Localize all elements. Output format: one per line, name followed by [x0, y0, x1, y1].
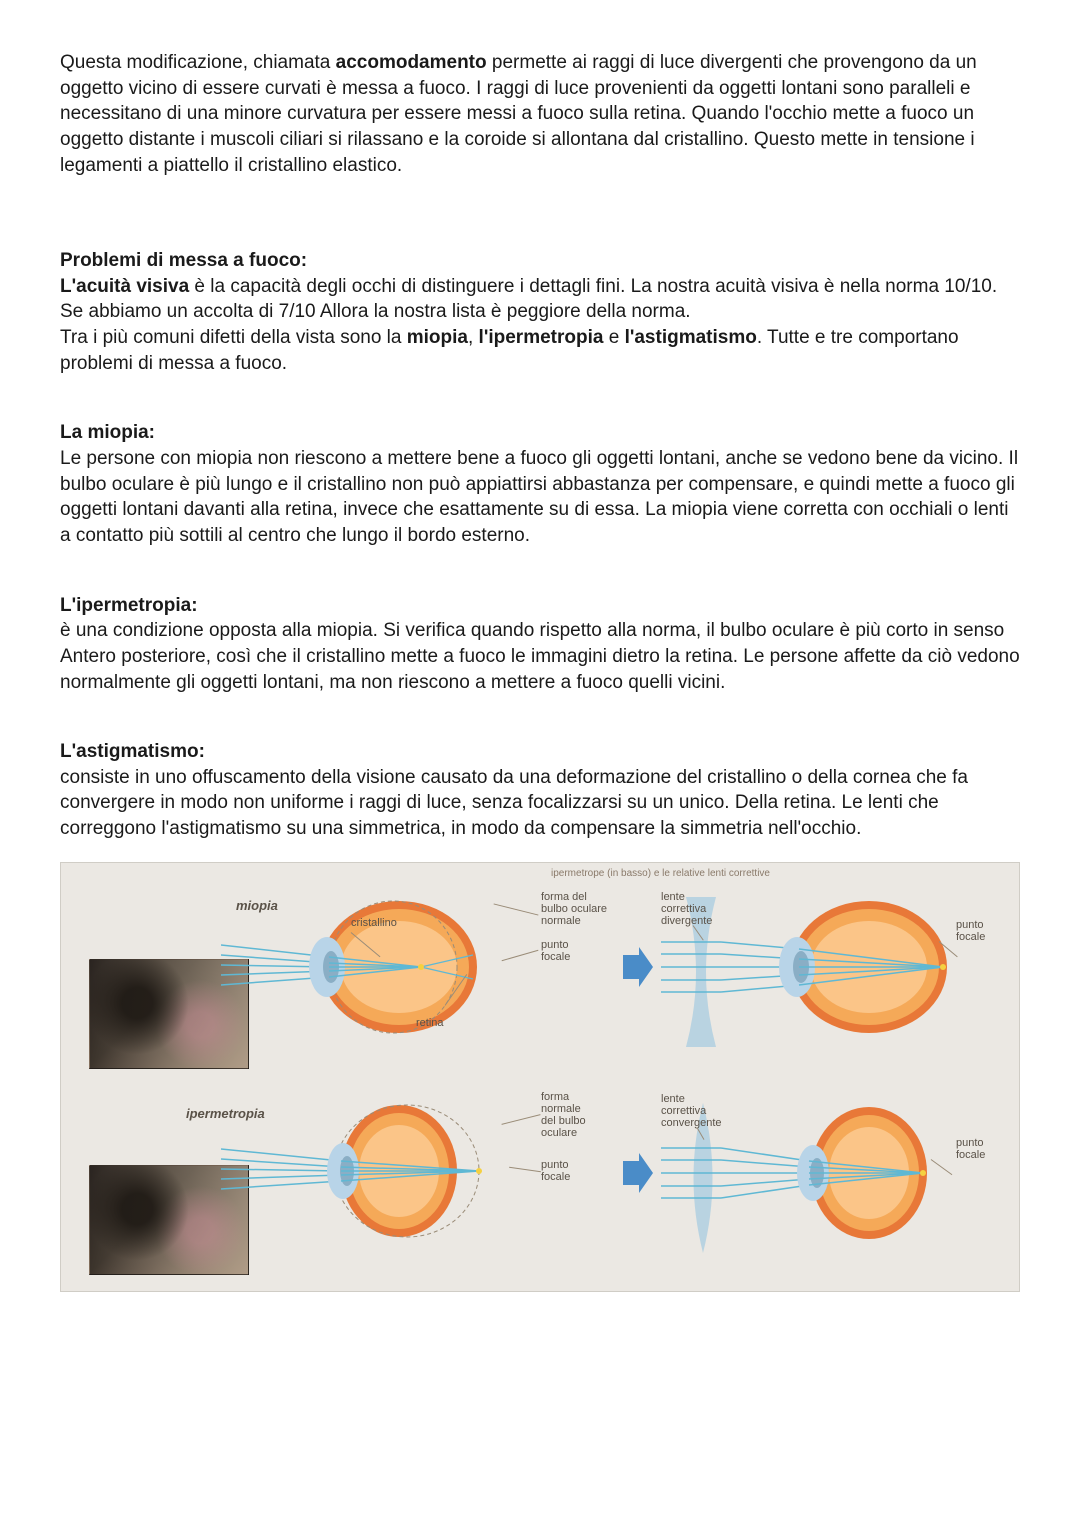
problemi-title: Problemi di messa a fuoco:	[60, 248, 1020, 274]
anno-forma-normale-2: forma normale del bulbo oculare	[541, 1091, 586, 1139]
anno-forma-normale-1: forma del bulbo oculare normale	[541, 891, 607, 927]
intro-paragraph: Questa modificazione, chiamata accomodam…	[60, 50, 1020, 178]
anno-retina: retina	[416, 1017, 444, 1029]
problemi-p2: Tra i più comuni difetti della vista son…	[60, 325, 1020, 376]
anno-punto-focale-4: punto focale	[956, 1137, 985, 1161]
eye-ipermetropia-corrected	[796, 1101, 951, 1246]
anno-punto-focale-3: punto focale	[541, 1159, 570, 1183]
astigmatismo-text: consiste in uno offuscamento della visio…	[60, 765, 1020, 842]
ipermetropia-title: L'ipermetropia:	[60, 593, 1020, 619]
section-miopia: La miopia: Le persone con miopia non rie…	[60, 420, 1020, 548]
anno-punto-focale-1: punto focale	[541, 939, 570, 963]
eye-ipermetropia-uncorrected	[331, 1101, 486, 1246]
arrow-2	[621, 1153, 651, 1193]
acuita-bold: L'acuità visiva	[60, 276, 189, 297]
astigmatismo-title: L'astigmatismo:	[60, 739, 1020, 765]
problemi-p1: L'acuità visiva è la capacità degli occh…	[60, 274, 1020, 325]
anno-punto-focale-2: punto focale	[956, 919, 985, 943]
eye-diagram: ipermetrope (in basso) e le relative len…	[60, 862, 1020, 1292]
miopia-text: Le persone con miopia non riescono a met…	[60, 446, 1020, 549]
section-ipermetropia: L'ipermetropia: è una condizione opposta…	[60, 593, 1020, 696]
eye-miopia-corrected	[786, 895, 941, 1040]
diagram-row-miopia: miopia	[61, 877, 1019, 1077]
section-problemi: Problemi di messa a fuoco: L'acuità visi…	[60, 248, 1020, 376]
diagram-row-ipermetropia: ipermetropia	[61, 1083, 1019, 1283]
intro-text-a: Questa modificazione, chiamata	[60, 52, 336, 73]
problemi-p1-text: è la capacità degli occhi di distinguere…	[60, 276, 997, 323]
intro-bold: accomodamento	[336, 52, 487, 73]
anno-cristallino: cristallino	[351, 917, 397, 929]
section-astigmatismo: L'astigmatismo: consiste in uno offuscam…	[60, 739, 1020, 842]
miopia-title: La miopia:	[60, 420, 1020, 446]
ipermetropia-text: è una condizione opposta alla miopia. Si…	[60, 618, 1020, 695]
arrow-1	[621, 947, 651, 987]
